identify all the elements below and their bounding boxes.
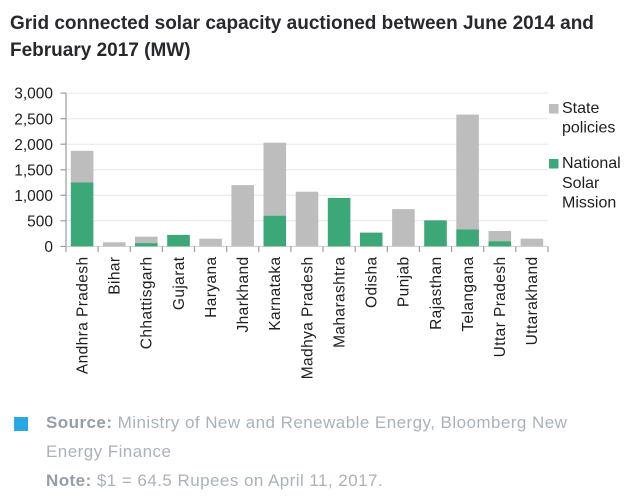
svg-text:Andhra Pradesh: Andhra Pradesh [74,257,91,375]
svg-text:Telangana: Telangana [460,257,477,332]
svg-text:Uttarakhand: Uttarakhand [524,257,541,346]
svg-text:Uttar Pradesh: Uttar Pradesh [492,257,509,358]
svg-text:Mission: Mission [562,195,616,212]
svg-text:3,000: 3,000 [14,86,53,103]
svg-text:Haryana: Haryana [203,257,220,318]
svg-text:Rajasthan: Rajasthan [428,257,445,330]
svg-text:policies: policies [562,120,615,137]
svg-text:500: 500 [27,213,53,230]
svg-text:National: National [562,155,621,172]
svg-text:1,500: 1,500 [14,162,53,179]
svg-text:Bihar: Bihar [106,257,123,295]
svg-text:Gujarat: Gujarat [171,256,188,310]
svg-text:Odisha: Odisha [363,257,380,309]
svg-text:1,000: 1,000 [14,188,53,205]
svg-text:0: 0 [44,239,53,256]
svg-text:Maharashtra: Maharashtra [331,257,348,348]
svg-text:2,000: 2,000 [14,137,53,154]
svg-text:State: State [562,100,599,117]
svg-text:2,500: 2,500 [14,111,53,128]
svg-text:Chhattisgarh: Chhattisgarh [139,257,156,350]
svg-text:Madhya Pradesh: Madhya Pradesh [299,257,316,380]
svg-text:Jharkhand: Jharkhand [235,257,252,333]
svg-text:Punjab: Punjab [396,257,413,308]
svg-text:Karnataka: Karnataka [267,257,284,331]
svg-text:Solar: Solar [562,175,600,192]
